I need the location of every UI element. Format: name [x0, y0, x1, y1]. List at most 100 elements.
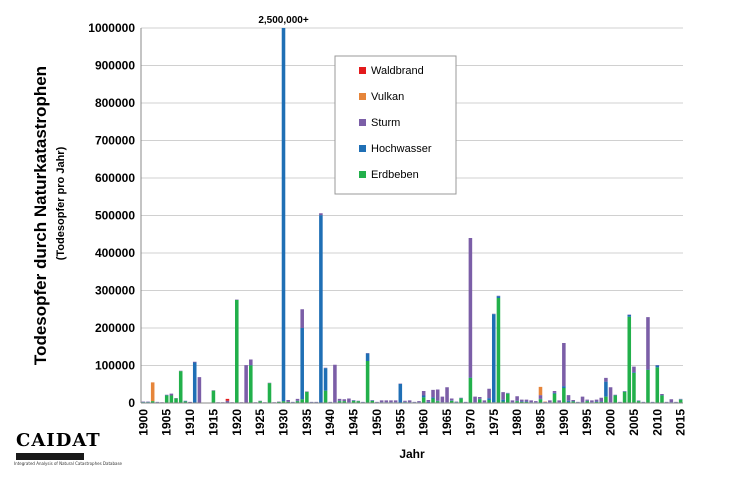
x-tick-label: 1985: [533, 409, 547, 436]
bar-sturm: [534, 401, 538, 403]
y-axis-subtitle: (Todesopfer pro Jahr): [55, 146, 67, 260]
legend-swatch: [359, 145, 366, 152]
bar-erdbeben: [566, 401, 571, 403]
bar-erdbeben: [660, 395, 664, 403]
bar-hochwasser: [365, 353, 370, 361]
bar-erdbeben: [604, 396, 608, 403]
bar-erdbeben: [249, 365, 253, 403]
x-tick-label: 1925: [253, 409, 267, 436]
bar-sturm: [407, 400, 412, 403]
y-axis-title: Todesopfer durch Naturkatastrophen: [31, 66, 50, 365]
bar-sturm: [501, 392, 505, 400]
bar-sturm: [449, 398, 454, 401]
bar-hochwasser: [281, 28, 286, 402]
bar-hochwasser: [562, 386, 566, 388]
bar-erdbeben: [342, 401, 347, 403]
bar-erdbeben: [636, 401, 641, 403]
bar-sturm: [379, 400, 384, 403]
bar-erdbeben: [477, 399, 482, 403]
bar-sturm: [562, 343, 566, 387]
bar-erdbeben: [337, 401, 342, 403]
bar-sturm: [286, 400, 290, 402]
bar-sturm: [244, 365, 248, 403]
y-tick-label: 400000: [95, 246, 135, 260]
bar-sturm: [421, 391, 426, 396]
bar-hochwasser: [604, 381, 608, 397]
bar-sturm: [319, 213, 323, 216]
bar-erdbeben: [552, 393, 557, 403]
legend: Waldbrand Vulkan Sturm Hochwasser Erdbeben: [334, 55, 457, 195]
bar-sturm: [524, 399, 529, 402]
bar-sturm: [333, 364, 337, 403]
bar-erdbeben: [431, 398, 435, 403]
x-tick-label: 1920: [230, 409, 244, 436]
y-tick-label: 300000: [95, 284, 135, 298]
bar-sturm: [660, 394, 664, 396]
x-tick-label: 1905: [160, 409, 174, 436]
bar-erdbeben: [351, 400, 356, 403]
bar-erdbeben: [370, 400, 375, 403]
bar-erdbeben: [235, 299, 239, 403]
bar-vulkan: [538, 386, 543, 396]
x-tick-label: 2000: [604, 409, 618, 436]
bar-erdbeben: [295, 401, 300, 403]
bar-erdbeben: [211, 390, 216, 403]
legend-swatch: [359, 93, 366, 100]
bar-erdbeben: [267, 383, 272, 403]
bar-hochwasser: [319, 215, 323, 403]
x-tick-label: 1900: [136, 409, 150, 436]
x-tick-label: 2005: [627, 409, 641, 436]
x-tick-label: 1950: [370, 409, 384, 436]
logo-subtitle: Integrated Analysis of Natural Catastrop…: [14, 461, 123, 466]
bar-sturm: [580, 396, 585, 403]
bar-erdbeben: [323, 390, 328, 403]
bar-hochwasser: [566, 400, 571, 402]
bar-erdbeben: [449, 400, 454, 403]
y-tick-label: 600000: [95, 171, 135, 185]
bar-hochwasser: [655, 365, 660, 368]
bar-sturm: [538, 395, 543, 399]
bar-hochwasser: [632, 372, 636, 373]
bar-hochwasser: [192, 362, 197, 403]
bar-waldbrand: [225, 398, 230, 401]
bar-hochwasser: [431, 397, 435, 399]
bar-sturm: [566, 395, 571, 401]
x-tick-label: 1955: [393, 409, 407, 436]
bar-erdbeben: [520, 401, 524, 403]
bar-sturm: [646, 317, 650, 370]
bar-erdbeben: [150, 401, 155, 403]
y-tick-label: 0: [128, 396, 135, 410]
bar-sturm: [384, 400, 389, 403]
bar-sturm: [417, 401, 421, 403]
bar-sturm: [403, 400, 407, 402]
x-tick-label: 1995: [580, 409, 594, 436]
bar-hochwasser: [398, 383, 403, 403]
bar-sturm: [477, 397, 482, 399]
bar-erdbeben: [169, 395, 174, 403]
x-tick-label: 2010: [650, 409, 664, 436]
bar-sturm: [487, 388, 491, 399]
bar-sturm: [608, 387, 613, 403]
x-tick-label: 1970: [463, 409, 477, 436]
bar-sturm: [473, 396, 477, 403]
x-tick-label: 1960: [417, 409, 431, 436]
legend-swatch: [359, 67, 366, 74]
annotation-label: 2,500,000+: [258, 15, 308, 26]
axes: 0 100000 200000 300000 400000 500000 600000 700…: [88, 21, 687, 436]
legend-label: Erdbeben: [371, 169, 419, 181]
bar-erdbeben: [356, 401, 361, 403]
bar-sturm: [435, 389, 440, 401]
bar-hochwasser: [487, 398, 491, 400]
bar-sturm: [192, 361, 197, 363]
legend-label: Vulkan: [371, 91, 404, 103]
bar-sturm: [300, 309, 304, 328]
bar-sturm: [169, 393, 174, 396]
bar-sturm: [431, 389, 435, 398]
bar-erdbeben: [632, 373, 636, 403]
y-tick-label: 700000: [95, 134, 135, 148]
bar-hochwasser: [323, 368, 328, 391]
x-tick-label: 1935: [300, 409, 314, 436]
x-tick-label: 1945: [347, 409, 361, 436]
y-tick-label: 100000: [95, 359, 135, 373]
